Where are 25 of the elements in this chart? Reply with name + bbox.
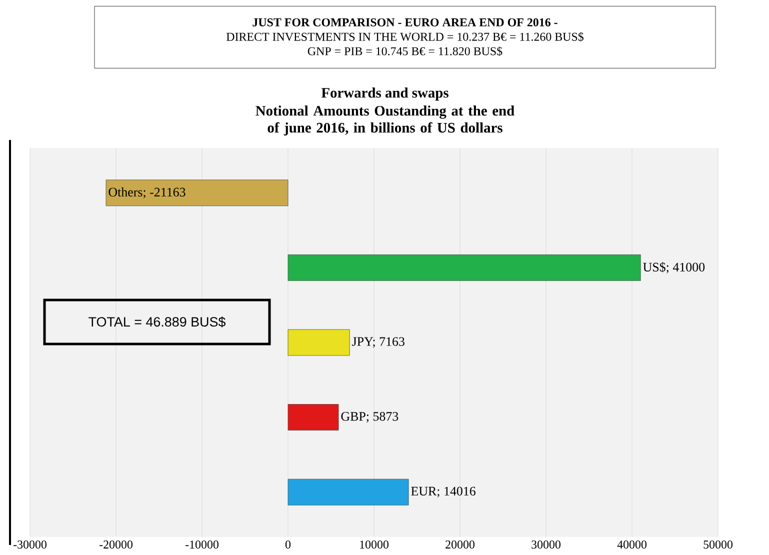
chart-title: Forwards and swaps	[321, 88, 448, 101]
data-label: JPY; 7163	[352, 337, 404, 348]
data-label: GBP; 5873	[341, 412, 398, 423]
x-tick-label: 10000	[360, 540, 388, 549]
text: GNP = PIB = 10.745 B€ = 11.820 BUS$	[308, 46, 502, 56]
x-tick-label: 40000	[617, 540, 646, 549]
bar	[288, 254, 641, 281]
chart-subtitle: Notional Amounts Oustanding at the end of june 2016, in billions of US dollars	[256, 106, 514, 136]
text: JUST FOR COMPARISON - EURO AREA END OF 2016 -	[252, 18, 558, 26]
data-label: EUR; 14016	[411, 486, 476, 498]
annotation: TOTAL = 46.889 BUS$	[88, 316, 226, 328]
bar	[288, 404, 339, 430]
data-label: US$; 41000	[643, 262, 705, 274]
text: DIRECT INVESTMENTS IN THE WORLD = 10.237 B€ = 11.260 BUS$	[226, 32, 584, 42]
x-tick-label: 30000	[532, 540, 560, 549]
bar	[288, 329, 350, 356]
x-tick-label: -20000	[100, 540, 132, 549]
data-label: Others; -21163	[108, 187, 186, 198]
x-tick-label: -10000	[186, 540, 218, 549]
x-tick-label: 0	[285, 540, 291, 549]
x-tick-label: 20000	[446, 540, 474, 549]
x-tick-label: -30000	[14, 540, 46, 549]
bar	[288, 478, 409, 506]
x-tick-label: 50000	[704, 540, 732, 549]
bar	[106, 180, 288, 206]
